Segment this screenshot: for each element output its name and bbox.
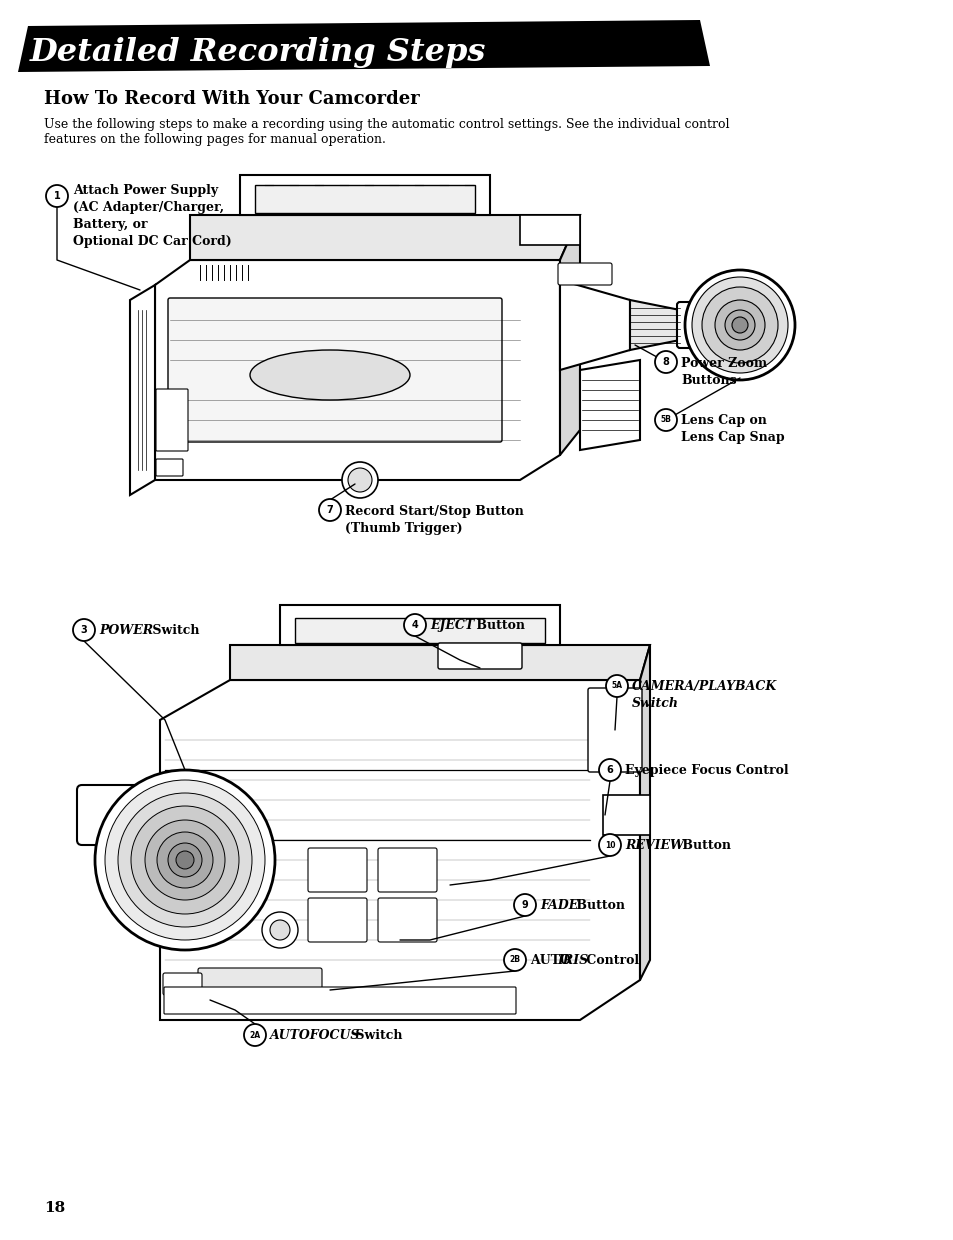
- Text: How To Record With Your Camcorder: How To Record With Your Camcorder: [44, 91, 419, 108]
- FancyBboxPatch shape: [77, 785, 187, 844]
- Polygon shape: [230, 645, 649, 680]
- FancyBboxPatch shape: [163, 973, 202, 994]
- Circle shape: [318, 498, 340, 521]
- Circle shape: [105, 780, 265, 940]
- Polygon shape: [639, 645, 649, 980]
- Circle shape: [341, 463, 377, 498]
- Circle shape: [605, 675, 627, 697]
- Text: Switch: Switch: [148, 624, 199, 637]
- Text: features on the following pages for manual operation.: features on the following pages for manu…: [44, 133, 385, 146]
- Text: REVIEW: REVIEW: [624, 839, 683, 852]
- Circle shape: [691, 277, 787, 373]
- Text: IRIS: IRIS: [557, 954, 587, 967]
- Circle shape: [598, 759, 620, 781]
- Circle shape: [95, 770, 274, 950]
- FancyBboxPatch shape: [156, 459, 183, 476]
- Text: 1: 1: [53, 191, 60, 201]
- Text: CAMERA/PLAYBACK
Switch: CAMERA/PLAYBACK Switch: [631, 680, 777, 711]
- Polygon shape: [519, 215, 579, 246]
- Polygon shape: [559, 215, 579, 455]
- Polygon shape: [254, 185, 475, 213]
- Polygon shape: [154, 260, 559, 480]
- Circle shape: [701, 286, 778, 363]
- Text: 2A: 2A: [249, 1030, 260, 1039]
- FancyBboxPatch shape: [308, 898, 367, 942]
- Text: 4: 4: [411, 620, 418, 630]
- Polygon shape: [160, 680, 639, 1021]
- Text: Switch: Switch: [351, 1029, 402, 1042]
- Text: 18: 18: [44, 1202, 65, 1215]
- Text: 7: 7: [326, 505, 333, 515]
- Polygon shape: [579, 360, 639, 450]
- Text: AUTOFOCUS: AUTOFOCUS: [270, 1029, 360, 1042]
- Circle shape: [168, 843, 202, 877]
- Circle shape: [714, 300, 764, 350]
- Polygon shape: [190, 215, 579, 260]
- Text: Attach Power Supply
(AC Adapter/Charger,
Battery, or
Optional DC Car Cord): Attach Power Supply (AC Adapter/Charger,…: [73, 184, 232, 248]
- Circle shape: [145, 820, 225, 900]
- Text: Button: Button: [472, 619, 524, 632]
- Text: 5A: 5A: [611, 682, 622, 691]
- Circle shape: [731, 317, 747, 334]
- Text: Record Start/Stop Button
(Thumb Trigger): Record Start/Stop Button (Thumb Trigger): [345, 505, 523, 534]
- Text: AUTO: AUTO: [530, 954, 575, 967]
- Polygon shape: [294, 618, 544, 644]
- Text: Detailed Recording Steps: Detailed Recording Steps: [30, 36, 486, 67]
- Text: Eyepiece Focus Control: Eyepiece Focus Control: [624, 764, 788, 777]
- FancyBboxPatch shape: [168, 298, 501, 441]
- Circle shape: [503, 949, 525, 971]
- Circle shape: [514, 894, 536, 916]
- Circle shape: [598, 835, 620, 856]
- FancyBboxPatch shape: [308, 848, 367, 892]
- Ellipse shape: [250, 350, 410, 401]
- Text: 2B: 2B: [509, 956, 520, 965]
- Polygon shape: [130, 285, 154, 495]
- Polygon shape: [602, 795, 649, 835]
- Text: 5B: 5B: [659, 415, 671, 424]
- Text: 9: 9: [521, 900, 528, 910]
- Text: Control: Control: [581, 954, 639, 967]
- Circle shape: [655, 409, 677, 432]
- FancyBboxPatch shape: [164, 987, 516, 1014]
- FancyBboxPatch shape: [377, 848, 436, 892]
- Text: Button: Button: [572, 899, 624, 911]
- Text: EJECT: EJECT: [430, 619, 474, 632]
- Circle shape: [403, 614, 426, 636]
- FancyBboxPatch shape: [437, 644, 521, 670]
- Text: POWER: POWER: [99, 624, 153, 637]
- FancyBboxPatch shape: [156, 389, 188, 451]
- Text: FADE: FADE: [539, 899, 578, 911]
- Circle shape: [684, 270, 794, 379]
- Text: Button: Button: [678, 839, 730, 852]
- Circle shape: [244, 1024, 266, 1047]
- Text: Lens Cap on
Lens Cap Snap: Lens Cap on Lens Cap Snap: [680, 414, 783, 444]
- Circle shape: [348, 467, 372, 492]
- Polygon shape: [559, 280, 629, 370]
- Circle shape: [46, 185, 68, 207]
- Text: 8: 8: [662, 357, 669, 367]
- Text: 6: 6: [606, 765, 613, 775]
- Circle shape: [724, 310, 754, 340]
- Text: Use the following steps to make a recording using the automatic control settings: Use the following steps to make a record…: [44, 118, 729, 131]
- Circle shape: [175, 851, 193, 869]
- Text: 3: 3: [81, 625, 88, 635]
- FancyBboxPatch shape: [198, 968, 322, 1007]
- FancyBboxPatch shape: [558, 263, 612, 285]
- Circle shape: [118, 794, 252, 928]
- Circle shape: [262, 911, 297, 949]
- FancyBboxPatch shape: [677, 303, 712, 348]
- Circle shape: [157, 832, 213, 888]
- Circle shape: [131, 806, 239, 914]
- Circle shape: [73, 619, 95, 641]
- Text: Power Zoom
Buttons: Power Zoom Buttons: [680, 357, 766, 387]
- Text: 10: 10: [604, 841, 615, 849]
- FancyBboxPatch shape: [587, 688, 641, 773]
- Polygon shape: [240, 175, 490, 215]
- Circle shape: [270, 920, 290, 940]
- FancyBboxPatch shape: [377, 898, 436, 942]
- Polygon shape: [280, 605, 559, 645]
- Polygon shape: [629, 300, 679, 350]
- Circle shape: [655, 351, 677, 373]
- Polygon shape: [18, 20, 709, 72]
